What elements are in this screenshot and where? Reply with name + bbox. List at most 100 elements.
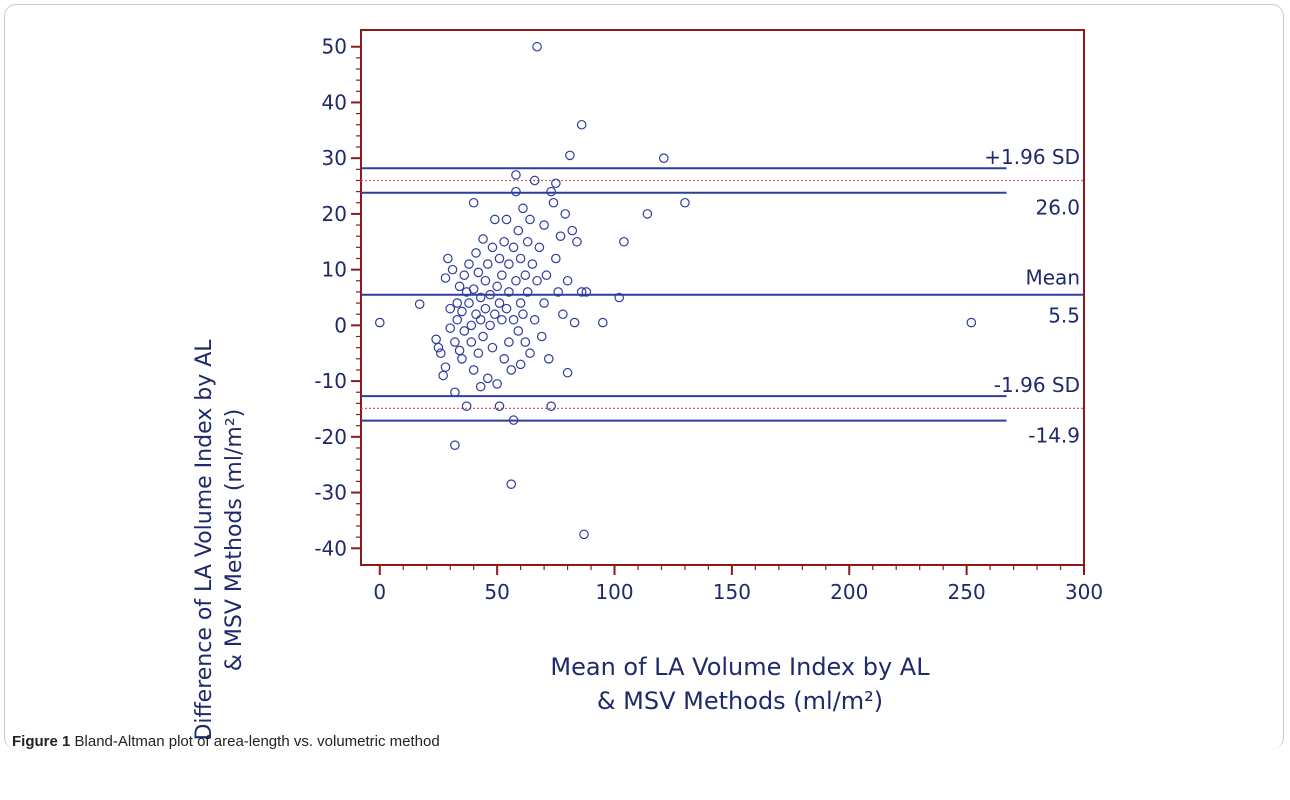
y-tick-label: 10 <box>322 258 347 282</box>
x-tick-label: 0 <box>373 580 386 604</box>
data-point <box>511 275 521 286</box>
data-point <box>485 320 495 331</box>
data-point <box>454 345 465 356</box>
data-point <box>457 306 467 317</box>
data-point <box>447 264 458 275</box>
data-point <box>553 287 563 297</box>
figure-frame <box>4 4 1284 749</box>
data-point <box>525 348 535 359</box>
data-point <box>480 275 491 286</box>
data-point <box>468 284 479 294</box>
x-tick-label: 50 <box>484 580 509 604</box>
data-point <box>520 337 531 347</box>
data-point <box>532 41 542 52</box>
data-point <box>497 314 507 325</box>
x-tick-label: 100 <box>595 580 633 604</box>
data-point <box>452 298 463 308</box>
data-point <box>431 334 441 345</box>
x-tick-label: 200 <box>830 580 868 604</box>
y-tick-label: -10 <box>314 369 347 393</box>
data-point <box>506 479 517 489</box>
data-point <box>581 287 592 297</box>
data-point <box>454 281 465 292</box>
data-point <box>440 362 451 372</box>
data-point <box>485 289 495 300</box>
data-point <box>560 209 571 219</box>
y-tick-label: -40 <box>314 536 347 560</box>
data-point <box>433 342 444 353</box>
data-point <box>539 220 549 230</box>
data-point <box>492 379 502 389</box>
data-point <box>471 309 481 320</box>
data-point <box>572 236 582 247</box>
data-point <box>440 273 451 283</box>
y-tick-label: 50 <box>322 35 347 59</box>
x-tick-label: 150 <box>713 580 751 604</box>
data-point <box>659 153 669 163</box>
data-point <box>518 309 528 320</box>
ref-line-name-1-96-sd: -1.96 SD <box>994 373 1080 397</box>
data-point <box>468 365 479 375</box>
data-point <box>546 186 556 197</box>
data-point <box>490 309 500 320</box>
data-point <box>443 253 453 264</box>
data-point <box>511 186 521 197</box>
data-point <box>494 401 505 411</box>
data-point <box>459 326 470 336</box>
data-point <box>555 231 566 241</box>
x-axis-label-line2: & MSV Methods (ml/m²) <box>596 687 884 715</box>
data-point <box>966 317 977 328</box>
data-point <box>473 267 484 278</box>
data-point <box>551 178 561 189</box>
y-tick-label: -20 <box>314 425 347 449</box>
y-tick-label: 30 <box>322 146 347 170</box>
data-point <box>506 365 517 375</box>
y-axis-label: Difference of LA Volume Index by AL & MS… <box>190 280 250 800</box>
data-point <box>475 314 486 325</box>
data-point <box>529 175 540 186</box>
data-point <box>504 259 514 269</box>
data-point <box>490 214 500 225</box>
data-point <box>450 337 460 347</box>
data-point <box>508 242 519 253</box>
data-point <box>414 299 425 309</box>
data-point <box>473 348 484 359</box>
data-point <box>504 337 514 347</box>
data-point <box>475 292 486 303</box>
data-point <box>515 253 526 264</box>
data-point <box>548 197 559 208</box>
data-point <box>680 197 690 208</box>
data-point <box>551 253 561 264</box>
y-axis-label-line2: & MSV Methods (ml/m²) <box>222 408 247 672</box>
data-point <box>450 440 460 450</box>
data-point <box>511 170 521 180</box>
figure-caption-text: Bland-Altman plot of area-length vs. vol… <box>74 733 440 750</box>
data-point <box>374 317 385 328</box>
data-point <box>504 287 514 297</box>
data-point <box>558 309 568 320</box>
x-tick-label: 250 <box>948 580 986 604</box>
ref-line-value-1-96-sd: 26.0 <box>1035 196 1080 220</box>
data-point <box>466 320 477 331</box>
data-point <box>482 259 493 269</box>
ref-line-name-1-96-sd: +1.96 SD <box>984 145 1080 169</box>
data-point <box>539 298 549 308</box>
x-axis-label-line1: Mean of LA Volume Index by AL <box>550 653 930 681</box>
data-point <box>494 253 505 264</box>
data-point <box>499 236 509 247</box>
data-point <box>487 242 498 253</box>
data-point <box>546 401 556 411</box>
data-point <box>562 367 573 378</box>
data-point <box>508 415 519 425</box>
data-point <box>436 348 446 359</box>
ref-line-value-mean: 5.5 <box>1048 304 1080 328</box>
data-point <box>468 197 479 208</box>
y-tick-label: 40 <box>322 90 347 114</box>
data-point <box>478 331 488 342</box>
figure-caption-label: Figure 1 <box>12 733 71 750</box>
data-point <box>492 281 502 292</box>
data-point <box>499 354 509 364</box>
data-point <box>520 270 531 281</box>
data-point <box>475 381 486 392</box>
data-point <box>464 259 474 269</box>
